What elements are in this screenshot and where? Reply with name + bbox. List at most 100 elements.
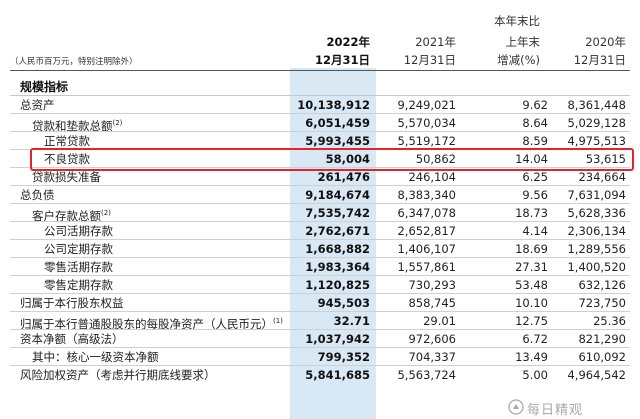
unit-note: （人民币百万元，特别注明除外） (10, 57, 138, 67)
row-label: 零售定期存款 (44, 278, 113, 292)
value-change: 14.04 (515, 152, 548, 166)
value-2020: 5,029,128 (567, 116, 626, 130)
row-divider (10, 167, 630, 168)
section-divider (10, 95, 630, 96)
value-2022: 32.71 (333, 314, 370, 328)
row-divider (10, 185, 630, 186)
table-row: 贷款损失准备 261,476 246,104 6.25 234,664 (0, 168, 640, 186)
table-row: 贷款和垫款总额(2) 6,051,459 5,570,034 8.64 5,02… (0, 114, 640, 133)
value-2022: 10,138,912 (297, 98, 370, 112)
value-change: 18.69 (515, 242, 548, 256)
row-label: 零售活期存款 (44, 260, 113, 274)
value-2021: 972,606 (408, 332, 456, 346)
value-change: 8.64 (522, 116, 548, 130)
value-2020: 5,628,336 (567, 206, 626, 220)
highlighted-column-2022 (290, 68, 376, 419)
row-label: 正常贷款 (44, 134, 90, 148)
value-2021: 6,347,078 (397, 206, 456, 220)
row-divider (10, 203, 630, 204)
row-label: 其中：核心一级资本净额 (32, 350, 159, 364)
red-highlight-box (30, 148, 634, 171)
header-col1-date: 12月31日 (314, 53, 370, 67)
value-change: 10.10 (515, 296, 548, 310)
row-divider (10, 113, 630, 114)
table-row: 其中：核心一级资本净额 799,352 704,337 13.49 610,09… (0, 348, 640, 366)
value-2020: 4,975,513 (567, 134, 626, 148)
footnote-mark: (2) (112, 119, 123, 127)
value-2021: 9,249,021 (397, 98, 456, 112)
row-divider (10, 293, 630, 294)
value-2022: 1,983,364 (305, 260, 370, 274)
row-label: 不良贷款 (44, 152, 90, 166)
value-change: 12.75 (515, 314, 548, 328)
value-2020: 4,964,542 (567, 368, 626, 382)
row-label: 风险加权资产（考虑并行期底线要求） (20, 368, 216, 382)
value-2021: 2,652,817 (397, 224, 456, 238)
row-divider (10, 311, 630, 312)
value-2021: 8,383,340 (397, 188, 456, 202)
header-divider (10, 70, 630, 71)
value-2021: 5,519,172 (397, 134, 456, 148)
value-2020: 1,289,556 (567, 242, 626, 256)
row-divider (10, 257, 630, 258)
row-divider (10, 221, 630, 222)
value-change: 5.00 (522, 368, 548, 382)
table-row: 归属于本行股东权益 945,503 858,745 10.10 723,750 (0, 294, 640, 312)
value-2022: 2,762,671 (305, 224, 370, 238)
header-col3-line0: 本年末比 (494, 14, 540, 28)
row-label: 总负债 (20, 188, 55, 202)
row-divider (10, 275, 630, 276)
row-label: 贷款损失准备 (32, 170, 101, 184)
row-label: 公司定期存款 (44, 242, 113, 256)
table-row: 公司活期存款 2,762,671 2,652,817 4.14 2,306,13… (0, 222, 640, 240)
value-change: 53.48 (515, 278, 548, 292)
watermark-text: 每日精观 (527, 403, 584, 418)
row-label: 资本净额（高级法） (20, 332, 124, 346)
value-change: 27.31 (515, 260, 548, 274)
table-row-highlighted: 不良贷款 58,004 50,862 14.04 53,615 (0, 150, 640, 168)
header-col4-year: 2020年 (585, 35, 626, 49)
value-2020: 25.36 (593, 314, 626, 328)
value-2021: 730,293 (408, 278, 456, 292)
value-2021: 1,557,861 (397, 260, 456, 274)
value-2020: 8,361,448 (567, 98, 626, 112)
value-change: 13.49 (515, 350, 548, 364)
value-2022: 5,993,455 (305, 134, 370, 148)
value-2020: 53,615 (585, 152, 626, 166)
value-2021: 704,337 (408, 350, 456, 364)
value-2022: 7,535,742 (305, 206, 370, 220)
header-col4-date: 12月31日 (573, 53, 626, 67)
row-divider (10, 329, 630, 330)
value-2020: 7,631,094 (567, 188, 626, 202)
value-2022: 5,841,685 (305, 368, 370, 382)
table-row: 归属于本行普通股股东的每股净资产（人民币元）(1) 32.71 29.01 12… (0, 312, 640, 331)
value-2022: 6,051,459 (305, 116, 370, 130)
value-change: 9.56 (522, 188, 548, 202)
value-2020: 2,306,134 (567, 224, 626, 238)
value-2022: 58,004 (325, 152, 370, 166)
value-2020: 632,126 (578, 278, 626, 292)
table-row: 零售定期存款 1,120,825 730,293 53.48 632,126 (0, 276, 640, 294)
footnote-mark: (1) (273, 317, 283, 325)
row-label: 公司活期存款 (44, 224, 113, 238)
row-divider (10, 347, 630, 348)
watermark-logo-icon (508, 399, 524, 415)
table-row: 总资产 10,138,912 9,249,021 9.62 8,361,448 (0, 96, 640, 114)
header-col2-year: 2021年 (415, 35, 456, 49)
value-2020: 723,750 (578, 296, 626, 310)
value-change: 4.14 (522, 224, 548, 238)
value-2021: 5,563,724 (397, 368, 456, 382)
table-row: 零售活期存款 1,983,364 1,557,861 27.31 1,400,5… (0, 258, 640, 276)
header-col3-line1: 上年末 (505, 35, 541, 49)
value-2020: 234,664 (578, 170, 626, 184)
value-2022: 1,120,825 (305, 278, 370, 292)
value-2021: 29.01 (423, 314, 456, 328)
row-label: 归属于本行普通股股东的每股净资产（人民币元）(1) (20, 317, 283, 331)
value-2022: 945,503 (317, 296, 370, 310)
value-change: 9.62 (522, 98, 548, 112)
footnote-mark: (2) (101, 209, 111, 217)
header-col1-year: 2022年 (326, 35, 370, 49)
value-2020: 610,092 (578, 350, 626, 364)
value-2022: 9,184,674 (305, 188, 370, 202)
row-label: 贷款和垫款总额(2) (32, 119, 123, 133)
